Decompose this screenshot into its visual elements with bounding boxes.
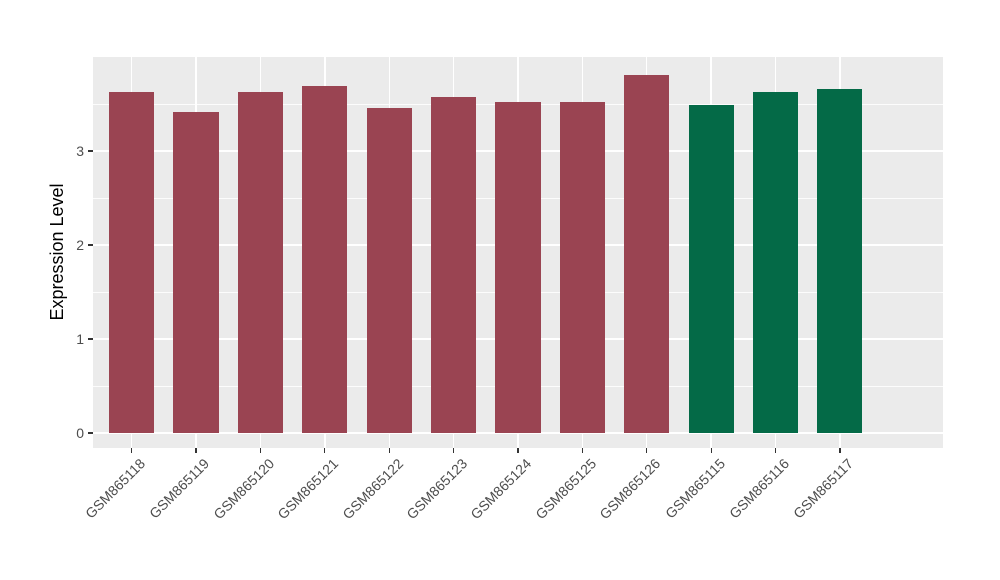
bar-GSM865124	[495, 102, 541, 433]
x-tick-label: GSM865117	[790, 455, 857, 522]
bar-GSM865120	[237, 91, 283, 433]
bar-GSM865115	[688, 104, 734, 433]
bar-GSM865125	[559, 102, 605, 433]
y-tick	[88, 432, 93, 434]
plot-panel	[93, 57, 943, 448]
y-tick	[88, 338, 93, 340]
bar-GSM865119	[173, 111, 219, 433]
y-tick-label: 2	[76, 236, 84, 253]
bar-GSM865126	[624, 74, 670, 433]
x-tick	[195, 448, 197, 453]
x-tick-label: GSM865119	[146, 455, 213, 522]
x-tick	[131, 448, 133, 453]
bar-GSM865123	[431, 97, 477, 433]
bar-GSM865118	[109, 91, 155, 433]
y-tick-label: 1	[76, 330, 84, 347]
x-tick	[646, 448, 648, 453]
x-tick	[774, 448, 777, 453]
y-tick-label: 3	[76, 142, 84, 159]
x-tick	[710, 448, 712, 453]
x-tick-label: GSM865115	[661, 455, 728, 522]
x-tick	[388, 448, 390, 453]
x-tick-label: GSM865116	[726, 455, 793, 522]
x-tick-label: GSM865121	[274, 455, 342, 523]
x-tick	[839, 448, 841, 453]
x-tick-label: GSM865125	[532, 455, 600, 523]
x-tick-label: GSM865123	[403, 455, 471, 523]
x-tick-label: GSM865124	[467, 455, 535, 523]
x-tick	[517, 448, 519, 453]
x-tick-label: GSM865120	[210, 455, 278, 523]
x-tick	[453, 448, 455, 453]
x-tick	[324, 448, 326, 453]
bar-GSM865117	[817, 88, 863, 433]
y-tick	[88, 150, 93, 152]
y-tick-label: 0	[76, 424, 84, 441]
bar-GSM865122	[366, 107, 412, 433]
x-tick-label: GSM865118	[82, 455, 149, 522]
x-tick-label: GSM865122	[338, 455, 406, 523]
y-axis-title: Expression Level	[47, 183, 67, 321]
x-tick-label: GSM865126	[596, 455, 664, 523]
x-tick	[259, 448, 261, 453]
y-tick	[88, 244, 93, 246]
x-tick	[581, 448, 583, 453]
bar-GSM865116	[753, 91, 799, 433]
bar-GSM865121	[302, 86, 348, 433]
